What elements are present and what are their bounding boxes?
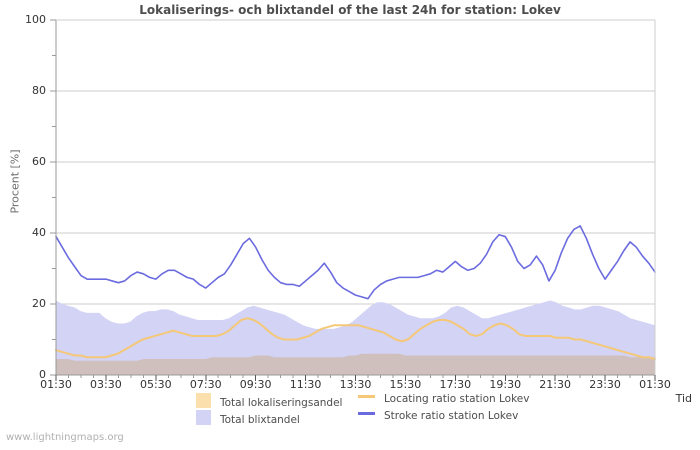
line-locating-ratio xyxy=(55,317,656,361)
x-tick-9: 19:30 xyxy=(489,378,522,391)
watermark-text: www.lightningmaps.org xyxy=(6,432,124,443)
x-tick-10: 21:30 xyxy=(539,378,571,391)
legend-label: Total blixtandel xyxy=(220,414,300,426)
x-tick-6: 13:30 xyxy=(339,378,372,391)
legend-item-total-blixtandel: Total blixtandel xyxy=(196,410,300,426)
x-tick-2: 05:30 xyxy=(139,378,172,391)
x-tick-4: 09:30 xyxy=(239,378,272,391)
legend-swatch-total-lokaliseringsandel xyxy=(196,393,211,408)
y-tick-60: 60 xyxy=(32,155,46,168)
legend-line-stroke-ratio xyxy=(358,412,375,415)
x-tick-8: 17:30 xyxy=(439,378,472,391)
x-tick-11: 23:30 xyxy=(589,378,621,391)
legend-swatch-total-blixtandel xyxy=(196,410,211,425)
y-tick-20: 20 xyxy=(32,297,46,310)
x-axis-label: Tid xyxy=(675,392,692,405)
area-total-lokaliseringsandel xyxy=(56,353,655,375)
x-tick-7: 15:30 xyxy=(389,378,422,391)
x-tick-0: 01:30 xyxy=(40,378,72,391)
legend-label: Locating ratio station Lokev xyxy=(384,393,530,405)
x-tick-12: 01:30 xyxy=(639,378,671,391)
y-tick-0: 0 xyxy=(39,368,46,381)
legend-item-total-lokaliseringsandel: Total lokaliseringsandel xyxy=(196,393,342,409)
x-tick-1: 03:30 xyxy=(90,378,122,391)
x-tick-5: 11:30 xyxy=(289,378,322,391)
x-tick-3: 07:30 xyxy=(189,378,222,391)
legend-line-locating-ratio xyxy=(358,395,375,398)
y-tick-40: 40 xyxy=(32,226,46,239)
legend-label: Total lokaliseringsandel xyxy=(220,397,343,409)
chart-title: Lokaliserings- och blixtandel of the las… xyxy=(139,3,561,17)
line-stroke-ratio xyxy=(55,225,656,300)
y-tick-100: 100 xyxy=(25,13,46,26)
legend-item-locating-ratio: Locating ratio station Lokev xyxy=(358,393,529,405)
chart-legend: Total lokaliseringsandel Total blixtande… xyxy=(0,391,700,426)
legend-item-stroke-ratio: Stroke ratio station Lokev xyxy=(358,410,518,422)
y-tick-80: 80 xyxy=(32,84,46,97)
legend-label: Stroke ratio station Lokev xyxy=(384,410,519,422)
